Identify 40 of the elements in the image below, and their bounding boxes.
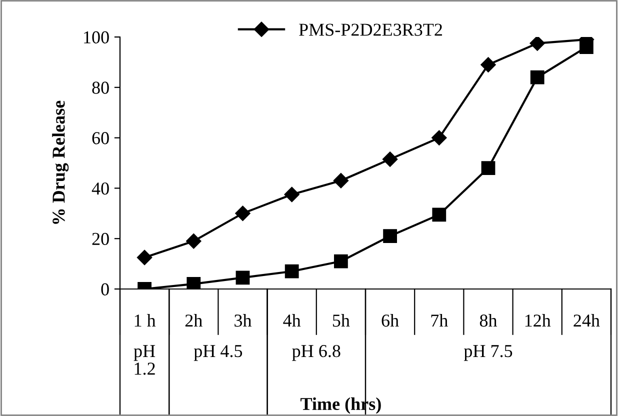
x-tick-label: 24h xyxy=(574,314,600,327)
point xyxy=(432,208,446,222)
point xyxy=(186,277,201,289)
x-tick-label: 12h xyxy=(525,314,551,327)
x-tick-label: 4h xyxy=(283,314,301,327)
text: pH 7.5 xyxy=(464,345,512,361)
point xyxy=(136,250,152,266)
y-tick-label: 0 xyxy=(101,283,109,296)
point xyxy=(530,37,545,51)
text: pH 1.2 xyxy=(134,345,156,375)
y-axis-title: % Drug Release xyxy=(52,100,69,224)
y-tick-label: 80 xyxy=(92,82,109,94)
point xyxy=(186,234,202,249)
point xyxy=(333,173,349,188)
point xyxy=(236,270,250,285)
y-tick-label: 40 xyxy=(92,182,109,195)
x-tick-label: 8h xyxy=(480,314,498,327)
x-tick-label: 5h xyxy=(332,314,350,327)
point xyxy=(530,70,544,84)
point xyxy=(580,40,594,54)
text: pH 4.5 xyxy=(194,345,242,361)
point xyxy=(334,254,348,268)
point xyxy=(432,130,447,146)
y-tick-label: 100 xyxy=(84,31,109,44)
point xyxy=(284,186,300,202)
x-tick-label: 1 h xyxy=(134,314,156,327)
text: pH 6.8 xyxy=(292,344,340,361)
point xyxy=(481,161,496,175)
point xyxy=(235,206,250,221)
point xyxy=(284,264,299,278)
point xyxy=(382,152,398,167)
y-tick-label: 20 xyxy=(92,232,109,246)
y-tick-label: 60 xyxy=(92,132,109,144)
x-tick-label: 2h xyxy=(185,314,202,327)
x-tick-label: 3h xyxy=(234,314,252,327)
point xyxy=(383,229,397,244)
legend-label: PMS-P2D2E3R3T2 xyxy=(299,24,442,36)
point xyxy=(480,57,496,72)
x-tick-label: 7h xyxy=(431,314,448,327)
x-tick-label: 6h xyxy=(382,314,399,327)
